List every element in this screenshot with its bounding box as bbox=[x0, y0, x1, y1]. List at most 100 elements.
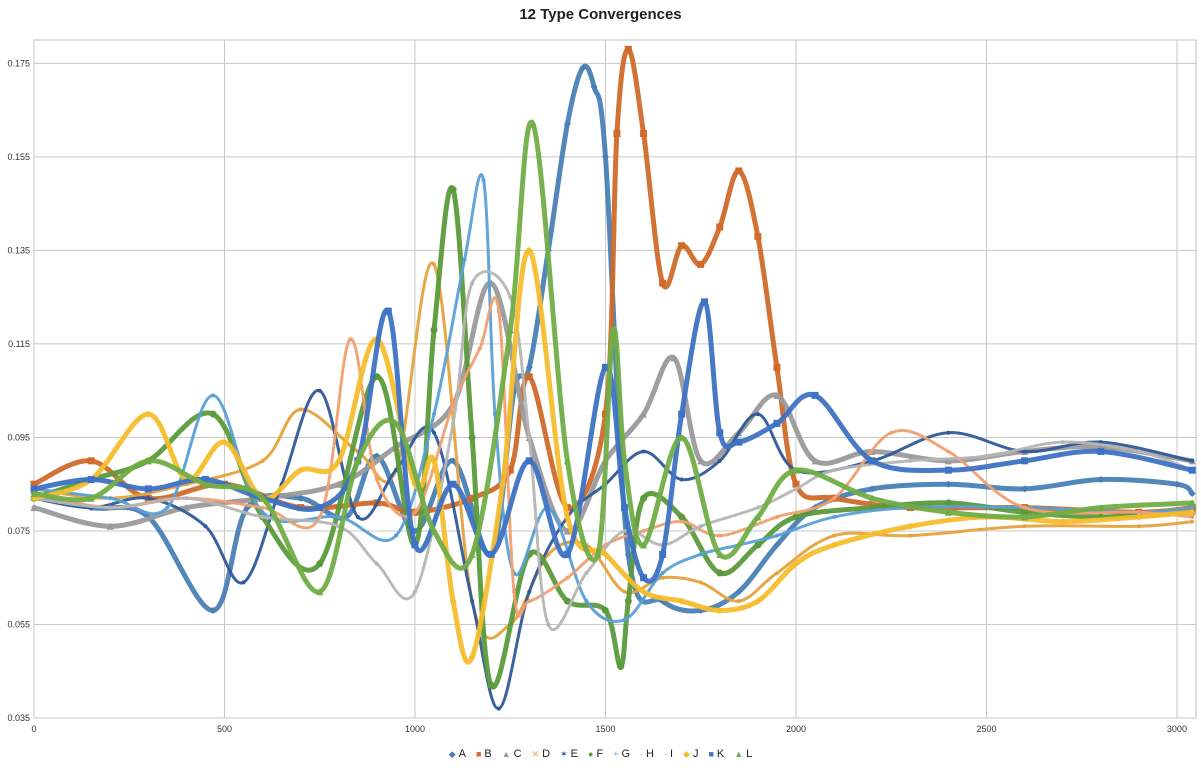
data-point bbox=[201, 480, 209, 488]
data-point bbox=[355, 514, 360, 519]
data-point bbox=[640, 410, 648, 418]
x-tick-label: 3000 bbox=[1167, 724, 1187, 734]
data-point bbox=[335, 480, 343, 488]
legend-item-K: ■ K bbox=[708, 748, 724, 760]
legend-label: H bbox=[646, 748, 654, 760]
data-point bbox=[678, 513, 686, 521]
data-point bbox=[868, 457, 876, 465]
data-point bbox=[579, 64, 587, 72]
data-point bbox=[792, 513, 800, 521]
data-point bbox=[209, 410, 217, 418]
data-point bbox=[1136, 449, 1141, 454]
data-point bbox=[348, 337, 353, 342]
data-point bbox=[297, 466, 305, 474]
data-point bbox=[1097, 447, 1105, 455]
data-point bbox=[641, 528, 646, 533]
data-point bbox=[1190, 514, 1195, 519]
data-point bbox=[165, 505, 170, 510]
data-point bbox=[811, 457, 819, 465]
data-point bbox=[679, 519, 684, 524]
data-point bbox=[393, 533, 398, 538]
data-point bbox=[701, 298, 709, 306]
data-point bbox=[496, 309, 501, 314]
data-point bbox=[260, 510, 265, 515]
data-point bbox=[412, 510, 417, 515]
data-point bbox=[622, 528, 627, 533]
data-point bbox=[906, 522, 914, 530]
data-point bbox=[617, 663, 625, 671]
data-point bbox=[1021, 485, 1029, 493]
data-point bbox=[432, 430, 437, 435]
data-point bbox=[468, 433, 476, 441]
data-point bbox=[563, 457, 571, 465]
data-point bbox=[298, 407, 303, 412]
data-point bbox=[832, 468, 837, 473]
data-point bbox=[944, 508, 952, 516]
data-point bbox=[640, 541, 648, 549]
star-marker-icon: ✶ bbox=[560, 748, 568, 759]
data-point bbox=[87, 457, 95, 465]
data-point bbox=[499, 480, 507, 488]
data-point bbox=[259, 494, 267, 502]
data-point bbox=[430, 527, 438, 535]
data-point bbox=[594, 550, 602, 558]
y-tick-label: 0.095 bbox=[7, 432, 30, 442]
data-point bbox=[754, 597, 762, 605]
data-point bbox=[462, 257, 467, 262]
data-point bbox=[773, 391, 781, 399]
data-point bbox=[716, 550, 724, 558]
data-point bbox=[449, 186, 457, 194]
data-point bbox=[525, 457, 533, 465]
data-point bbox=[1190, 519, 1195, 524]
data-point bbox=[624, 550, 632, 558]
x-tick-label: 1000 bbox=[405, 724, 425, 734]
axis-ticks: 0 500 1000 1500 2000 2500 3000 0.035 0.055 0.075 0… bbox=[7, 58, 1186, 734]
data-point bbox=[1097, 476, 1105, 484]
data-point bbox=[108, 505, 113, 510]
data-point bbox=[1021, 457, 1029, 465]
data-point bbox=[944, 457, 952, 465]
data-point bbox=[716, 606, 724, 614]
data-point bbox=[830, 541, 838, 549]
data-point bbox=[698, 552, 703, 557]
legend-item-E: ✶ E bbox=[560, 748, 578, 760]
y-tick-label: 0.115 bbox=[8, 339, 30, 349]
data-point bbox=[87, 494, 95, 502]
data-point bbox=[317, 514, 322, 519]
data-point bbox=[335, 457, 343, 465]
data-point bbox=[659, 550, 667, 558]
data-point bbox=[260, 505, 265, 510]
data-point bbox=[316, 560, 324, 568]
data-point bbox=[1021, 508, 1029, 516]
data-point bbox=[944, 480, 952, 488]
data-point bbox=[621, 504, 629, 512]
series-layer bbox=[30, 45, 1196, 711]
data-point bbox=[449, 480, 457, 488]
triangle-marker-icon: ▲ bbox=[501, 748, 511, 759]
data-point bbox=[889, 430, 894, 435]
data-point bbox=[565, 575, 570, 580]
data-point bbox=[792, 560, 800, 568]
data-point bbox=[336, 514, 341, 519]
data-point bbox=[697, 457, 705, 465]
data-point bbox=[584, 599, 589, 604]
legend-item-L: ▲ L bbox=[734, 748, 752, 760]
data-point bbox=[317, 388, 322, 393]
series-line-E bbox=[32, 389, 1194, 711]
legend-item-C: ▲ C bbox=[502, 748, 522, 760]
data-point bbox=[908, 458, 913, 463]
data-point bbox=[774, 533, 779, 538]
data-point bbox=[622, 617, 627, 622]
x-tick-label: 2000 bbox=[786, 724, 806, 734]
data-point bbox=[30, 485, 38, 493]
data-point bbox=[670, 354, 678, 362]
data-point bbox=[774, 571, 779, 576]
legend-label: F bbox=[596, 748, 604, 760]
legend-label: L bbox=[746, 748, 753, 760]
legend-item-B: ■ B bbox=[476, 748, 492, 760]
data-point bbox=[735, 167, 743, 175]
legend: ◆ A ■ B ▲ C ✕ D ✶ E ● F + G - H - I ◆ J ■ K ▲ L bbox=[0, 748, 1201, 760]
data-point bbox=[773, 363, 781, 371]
data-point bbox=[792, 480, 800, 488]
data-point bbox=[146, 496, 151, 501]
